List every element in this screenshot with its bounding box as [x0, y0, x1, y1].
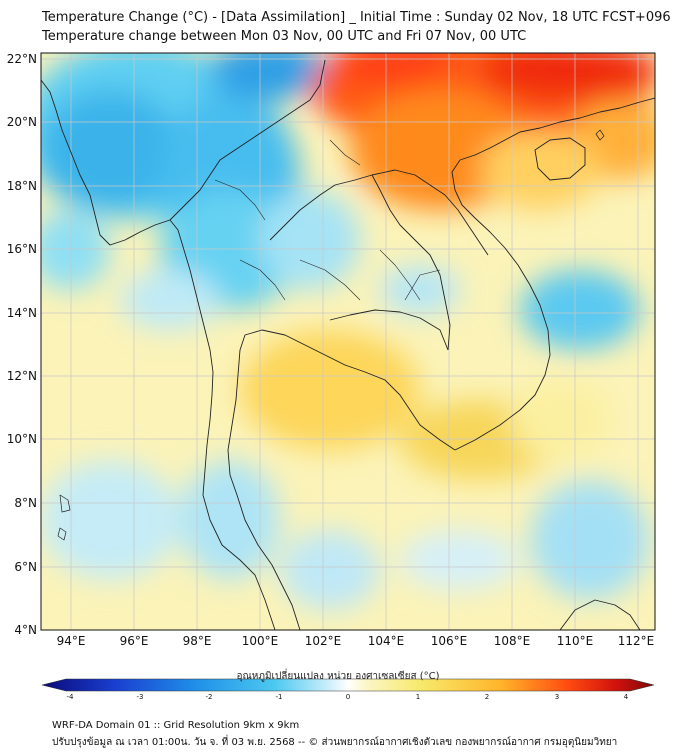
colorbar-gradient	[41, 678, 655, 692]
lat-label: 22°N	[7, 52, 37, 66]
colorbar-tick: -3	[137, 693, 144, 701]
lon-label: 106°E	[431, 634, 468, 648]
graticule	[41, 53, 655, 630]
map-frame	[40, 52, 656, 631]
lon-label: 102°E	[305, 634, 342, 648]
lat-label: 8°N	[14, 496, 37, 510]
footer-line-2: ปรับปรุงข้อมูล ณ เวลา 01:00น. วัน จ. ที่…	[52, 737, 618, 748]
lat-label: 18°N	[7, 179, 37, 193]
coastlines-borders	[41, 59, 655, 630]
colorbar: -4 -3 -2 -1 0 1 2 3 4	[41, 678, 655, 701]
longitude-labels: 94°E 96°E 98°E 100°E 102°E 104°E 106°E 1…	[57, 634, 655, 648]
lat-label: 20°N	[7, 115, 37, 129]
lon-label: 94°E	[57, 634, 86, 648]
lat-label: 14°N	[7, 306, 37, 320]
colorbar-tick: 4	[624, 693, 629, 701]
colorbar-tick: 0	[346, 693, 350, 701]
footer-line-1: WRF-DA Domain 01 :: Grid Resolution 9km …	[52, 720, 300, 731]
latitude-labels: 22°N 20°N 18°N 16°N 14°N 12°N 10°N 8°N 6…	[7, 52, 37, 637]
lon-label: 100°E	[242, 634, 279, 648]
colorbar-title: อุณหภูมิเปลี่ยนแปลง หน่วย องศาเซลเซียส (…	[236, 671, 440, 682]
lon-label: 108°E	[494, 634, 531, 648]
title-line-2: Temperature change between Mon 03 Nov, 0…	[42, 29, 527, 44]
colorbar-tick: -2	[206, 693, 213, 701]
lat-label: 16°N	[7, 242, 37, 256]
lon-label: 104°E	[368, 634, 405, 648]
colorbar-tick: -4	[67, 693, 75, 701]
lon-label: 112°E	[618, 634, 655, 648]
colorbar-tick: -1	[276, 693, 283, 701]
colorbar-tick: 2	[485, 693, 489, 701]
temperature-field	[41, 53, 655, 630]
colorbar-tick: 3	[555, 693, 559, 701]
lat-label: 12°N	[7, 369, 37, 383]
lon-label: 98°E	[183, 634, 212, 648]
colorbar-tick: 1	[416, 693, 420, 701]
lat-label: 4°N	[14, 623, 37, 637]
lat-label: 10°N	[7, 432, 37, 446]
lat-label: 6°N	[14, 560, 37, 574]
lon-label: 96°E	[120, 634, 149, 648]
lon-label: 110°E	[557, 634, 594, 648]
title-line-1: Temperature Change (°C) - [Data Assimila…	[42, 10, 671, 25]
